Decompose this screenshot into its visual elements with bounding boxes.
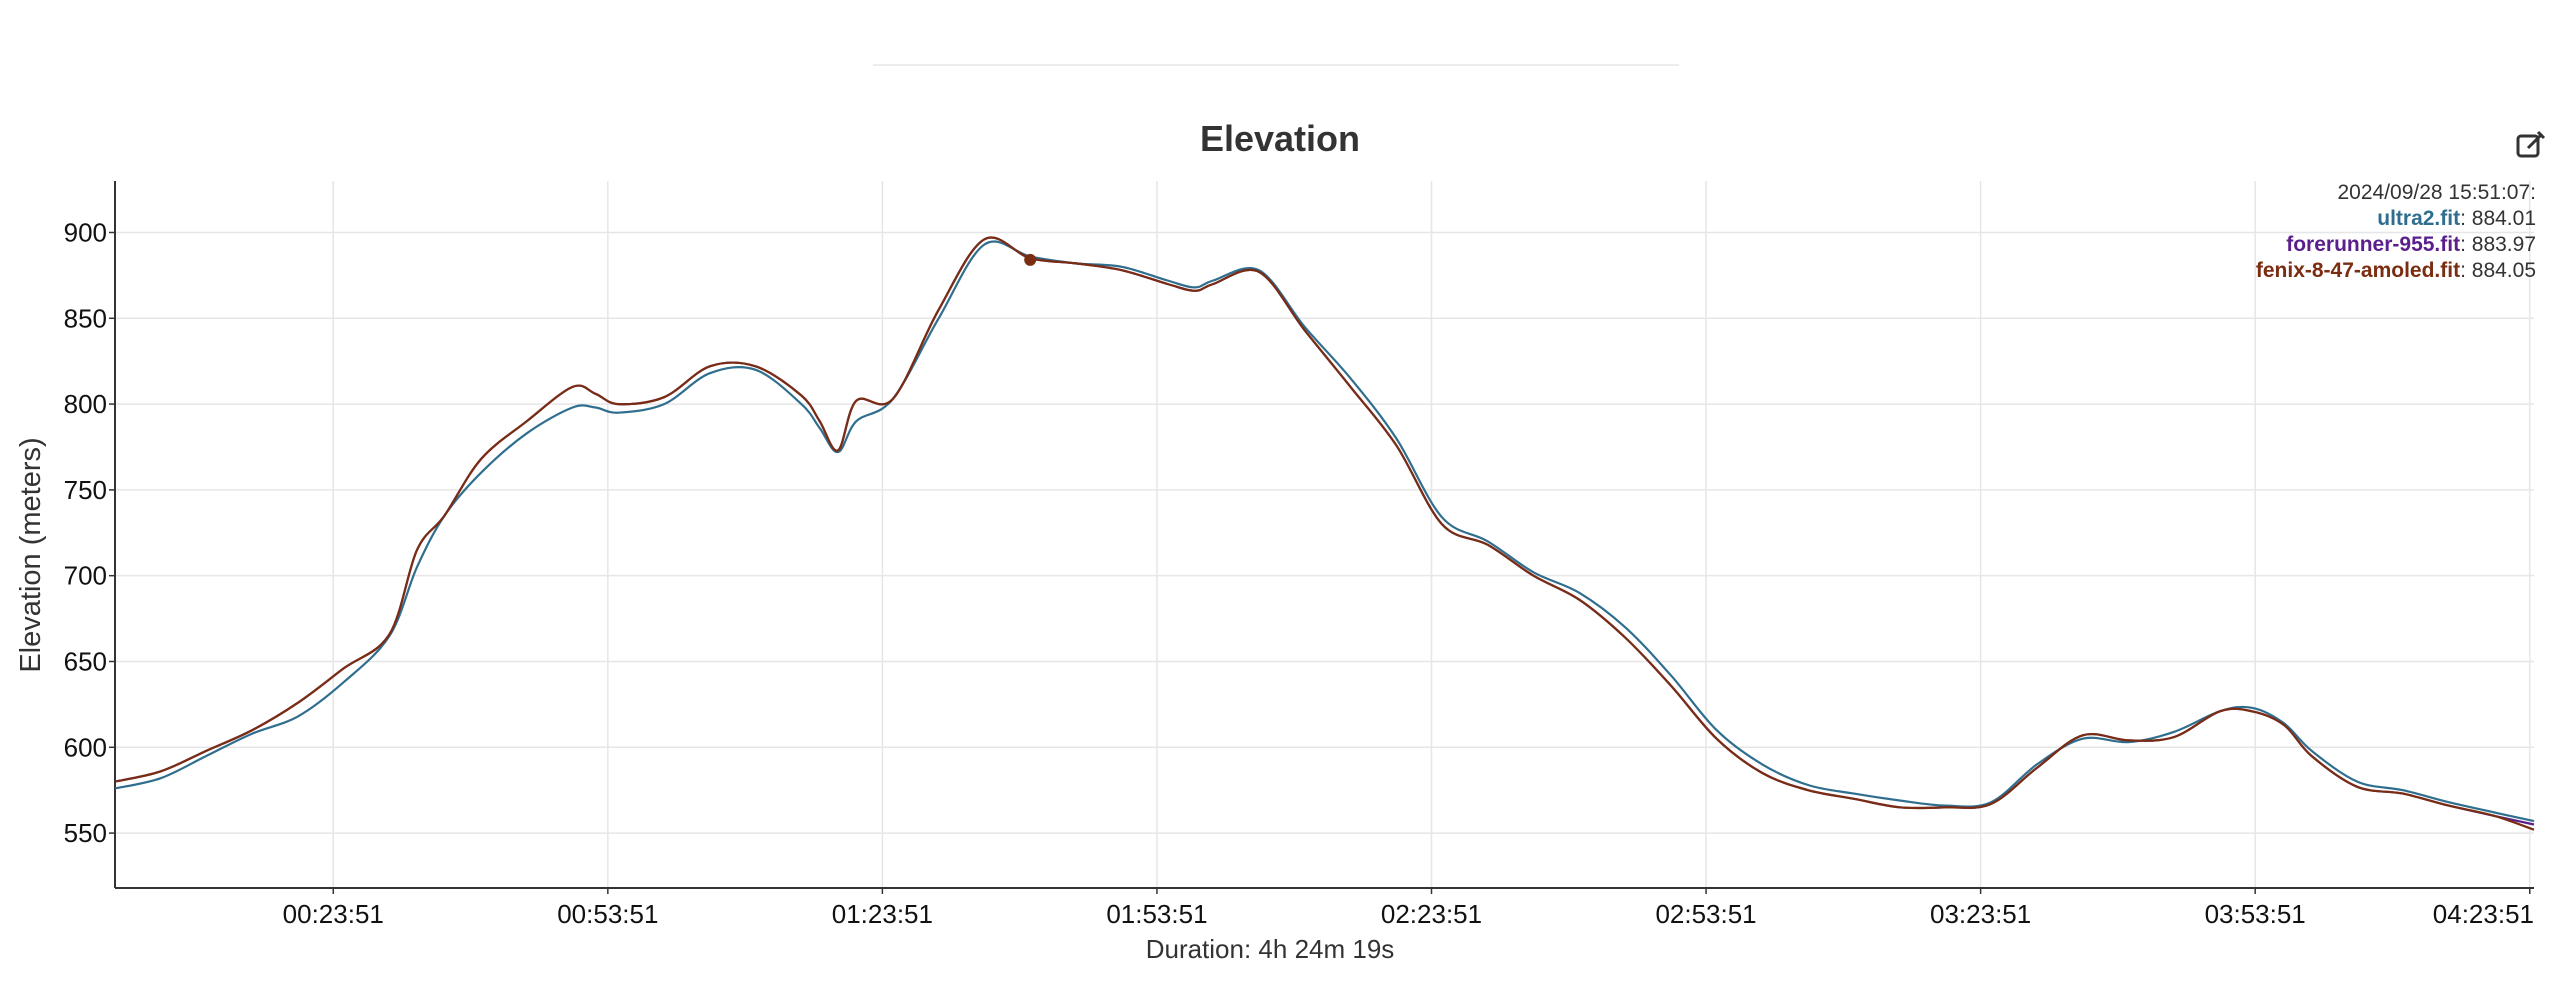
- hover-marker: [1024, 253, 1037, 266]
- series-line-0: [114, 240, 2535, 823]
- x-tick-label: 00:53:51: [557, 899, 658, 929]
- section-divider: [873, 64, 1679, 66]
- legend-series-value: 884.01: [2471, 207, 2536, 230]
- series-line-2: [114, 236, 2535, 831]
- x-tick-label: 01:53:51: [1106, 899, 1207, 929]
- y-tick-label: 550: [64, 818, 107, 848]
- hover-legend: 2024/09/28 15:51:07: ultra2.fit: 884.01 …: [2256, 180, 2536, 284]
- x-tick-label: 04:23:51: [2433, 899, 2534, 929]
- x-tick-label: 01:23:51: [832, 899, 933, 929]
- y-tick-label: 850: [64, 303, 107, 333]
- y-axis-label: Elevation (meters): [15, 437, 47, 672]
- legend-row-forerunner: forerunner-955.fit: 883.97: [2286, 233, 2536, 256]
- y-tick-label: 750: [64, 475, 107, 505]
- series-lines: [114, 236, 2535, 831]
- grid: [115, 181, 2534, 888]
- legend-series-name: fenix-8-47-amoled.fit: [2255, 259, 2461, 282]
- chart-title: Elevation: [1199, 118, 1361, 159]
- edit-icon[interactable]: [2514, 128, 2548, 162]
- y-tick-label: 800: [64, 389, 107, 419]
- hover-timestamp: 2024/09/28 15:51:07:: [2337, 181, 2536, 204]
- y-tick-label: 600: [64, 732, 107, 762]
- y-tick-label: 700: [64, 561, 107, 591]
- axes: 550 600 650 700 750 800 850 900 00:23:51 00:53:51…: [64, 181, 2534, 929]
- series-line-1: [114, 236, 2535, 826]
- legend-series-value: 884.05: [2471, 259, 2536, 282]
- x-axis-label: Duration: 4h 24m 19s: [1146, 934, 1395, 964]
- x-tick-label: 03:53:51: [2205, 899, 2306, 929]
- x-tick-label: 02:53:51: [1655, 899, 1756, 929]
- x-tick-label: 00:23:51: [283, 899, 384, 929]
- legend-series-value: 883.97: [2471, 233, 2536, 256]
- legend-series-name: forerunner-955.fit: [2286, 233, 2461, 256]
- x-tick-label: 03:23:51: [1930, 899, 2031, 929]
- x-tick-label: 02:23:51: [1381, 899, 1482, 929]
- legend-row-ultra2: ultra2.fit: 884.01: [2377, 207, 2536, 230]
- y-tick-label: 900: [64, 217, 107, 247]
- hover-point: [1024, 253, 1037, 266]
- legend-row-fenix: fenix-8-47-amoled.fit: 884.05: [2255, 259, 2536, 282]
- y-tick-label: 650: [64, 646, 107, 676]
- legend-series-name: ultra2.fit: [2377, 207, 2461, 230]
